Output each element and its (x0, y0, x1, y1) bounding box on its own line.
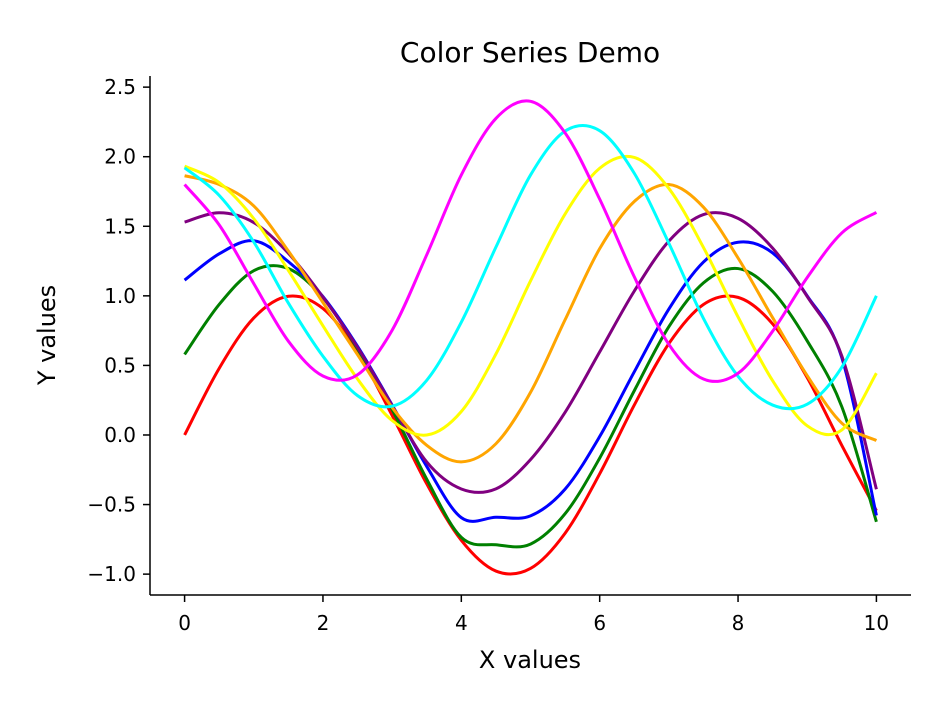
x-tick-label: 0 (178, 611, 191, 635)
series-line-6 (183, 154, 878, 437)
y-axis-label: Y values (33, 285, 61, 386)
series-line-1 (183, 294, 878, 576)
x-axis-label: X values (479, 646, 581, 674)
y-tick-label: 2.0 (104, 145, 136, 169)
x-tick-label: 6 (593, 611, 606, 635)
series-layer (183, 99, 878, 576)
y-tick-label: 0.0 (104, 423, 136, 447)
series-line-8 (183, 99, 878, 383)
y-tick-label: 0.5 (104, 353, 136, 377)
x-tick-label: 8 (732, 611, 745, 635)
chart-title: Color Series Demo (400, 36, 660, 69)
y-tick-label: 1.0 (104, 284, 136, 308)
series-line-5 (184, 174, 878, 464)
series-line-7 (183, 123, 878, 411)
x-axis-ticks: 0 2 4 6 8 10 (178, 595, 889, 635)
x-tick-label: 10 (864, 611, 889, 635)
y-axis-ticks: −1.0 −0.5 0.0 0.5 1.0 1.5 2.0 2.5 (87, 75, 150, 586)
series-line-2 (183, 264, 878, 549)
y-tick-label: 1.5 (104, 214, 136, 238)
y-tick-label: −1.0 (87, 562, 136, 586)
x-tick-label: 4 (455, 611, 468, 635)
plot-area: 0 2 4 6 8 10 −1.0 −0.5 0.0 0.5 1.0 1.5 2.0 2.5 (87, 75, 911, 635)
y-tick-label: 2.5 (104, 75, 136, 99)
x-tick-label: 2 (317, 611, 330, 635)
y-tick-label: −0.5 (87, 493, 136, 517)
